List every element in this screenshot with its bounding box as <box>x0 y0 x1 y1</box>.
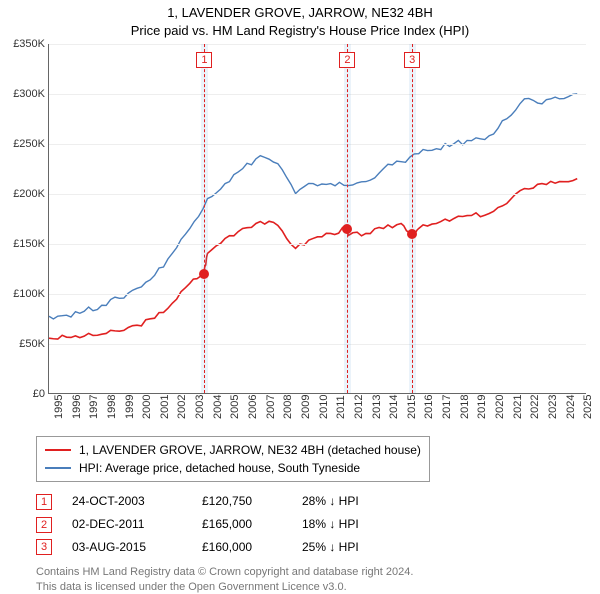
sale-data-point <box>342 224 352 234</box>
x-axis-label: 2015 <box>406 395 418 419</box>
x-axis-label: 2019 <box>476 395 488 419</box>
sale-number: 3 <box>36 539 52 555</box>
sale-row: 3 03-AUG-2015 £160,000 25% ↓ HPI <box>36 536 564 559</box>
series-line-hpi <box>49 94 577 319</box>
x-axis-label: 2001 <box>159 395 171 419</box>
x-axis-label: 2016 <box>423 395 435 419</box>
gridline <box>49 94 586 95</box>
sale-number: 1 <box>36 494 52 510</box>
sale-price: £165,000 <box>202 513 282 536</box>
legend-item: HPI: Average price, detached house, Sout… <box>45 459 421 477</box>
x-axis-label: 2000 <box>141 395 153 419</box>
x-axis-label: 1995 <box>53 395 65 419</box>
chart-title: 1, LAVENDER GROVE, JARROW, NE32 4BH <box>0 4 600 22</box>
x-axis-label: 2011 <box>335 396 347 420</box>
sale-marker-line <box>412 44 413 393</box>
chart-legend: 1, LAVENDER GROVE, JARROW, NE32 4BH (det… <box>36 436 430 482</box>
sale-marker-label: 2 <box>339 52 355 68</box>
gridline <box>49 344 586 345</box>
legend-swatch <box>45 467 71 469</box>
sale-date: 02-DEC-2011 <box>72 513 182 536</box>
x-axis-label: 2005 <box>229 395 241 419</box>
x-axis-label: 2008 <box>282 395 294 419</box>
gridline <box>49 244 586 245</box>
x-axis-label: 2018 <box>459 395 471 419</box>
chart-subtitle: Price paid vs. HM Land Registry's House … <box>0 22 600 40</box>
sale-date: 24-OCT-2003 <box>72 490 182 513</box>
gridline <box>49 194 586 195</box>
sale-date: 03-AUG-2015 <box>72 536 182 559</box>
legend-item: 1, LAVENDER GROVE, JARROW, NE32 4BH (det… <box>45 441 421 459</box>
sale-diff: 28% ↓ HPI <box>302 490 359 513</box>
sale-marker-line <box>204 44 205 393</box>
sale-data-point <box>407 229 417 239</box>
x-axis-label: 2021 <box>512 395 524 419</box>
sale-row: 1 24-OCT-2003 £120,750 28% ↓ HPI <box>36 490 564 513</box>
sale-row: 2 02-DEC-2011 £165,000 18% ↓ HPI <box>36 513 564 536</box>
legend-label: 1, LAVENDER GROVE, JARROW, NE32 4BH (det… <box>79 441 421 459</box>
x-axis-label: 1998 <box>106 395 118 419</box>
sale-marker-label: 3 <box>404 52 420 68</box>
x-axis-label: 2023 <box>547 395 559 419</box>
x-axis-label: 2002 <box>176 395 188 419</box>
x-axis-label: 2022 <box>529 395 541 419</box>
x-axis-label: 2017 <box>441 395 453 419</box>
series-line-property <box>49 179 577 339</box>
y-axis-label: £50K <box>5 338 45 350</box>
x-axis-label: 2009 <box>300 395 312 419</box>
x-axis-label: 2014 <box>388 395 400 419</box>
footer-line-2: This data is licensed under the Open Gov… <box>36 580 564 594</box>
y-axis-label: £200K <box>5 188 45 200</box>
x-axis-label: 2003 <box>194 395 206 419</box>
sale-diff: 18% ↓ HPI <box>302 513 359 536</box>
x-axis-label: 1997 <box>88 395 100 419</box>
y-axis-label: £350K <box>5 38 45 50</box>
sale-number: 2 <box>36 517 52 533</box>
x-axis-label: 1999 <box>124 395 136 419</box>
y-axis-label: £0 <box>5 388 45 400</box>
sale-price: £120,750 <box>202 490 282 513</box>
y-axis-label: £150K <box>5 238 45 250</box>
x-axis-label: 2013 <box>371 395 383 419</box>
x-axis-label: 2020 <box>494 395 506 419</box>
gridline <box>49 44 586 45</box>
x-axis-label: 2006 <box>247 395 259 419</box>
x-axis-label: 2007 <box>265 395 277 419</box>
y-axis-label: £100K <box>5 288 45 300</box>
footer-line-1: Contains HM Land Registry data © Crown c… <box>36 565 564 580</box>
x-axis-label: 2012 <box>353 395 365 419</box>
x-axis-label: 2024 <box>565 395 577 419</box>
chart-lines-svg <box>49 44 586 393</box>
sale-marker-line <box>347 44 348 393</box>
x-axis-label: 2025 <box>582 395 594 419</box>
legend-label: HPI: Average price, detached house, Sout… <box>79 459 360 477</box>
y-axis-label: £250K <box>5 138 45 150</box>
sale-marker-label: 1 <box>196 52 212 68</box>
sale-price: £160,000 <box>202 536 282 559</box>
chart-plot-area: £0£50K£100K£150K£200K£250K£300K£350K1995… <box>48 44 586 394</box>
sale-diff: 25% ↓ HPI <box>302 536 359 559</box>
y-axis-label: £300K <box>5 88 45 100</box>
x-axis-label: 2010 <box>318 395 330 419</box>
sale-data-point <box>199 269 209 279</box>
legend-swatch <box>45 449 71 451</box>
gridline <box>49 144 586 145</box>
sales-table: 1 24-OCT-2003 £120,750 28% ↓ HPI 2 02-DEC-201… <box>36 490 564 558</box>
x-axis-label: 1996 <box>71 395 83 419</box>
chart-header: 1, LAVENDER GROVE, JARROW, NE32 4BH Pric… <box>0 0 600 40</box>
gridline <box>49 294 586 295</box>
x-axis-label: 2004 <box>212 395 224 419</box>
